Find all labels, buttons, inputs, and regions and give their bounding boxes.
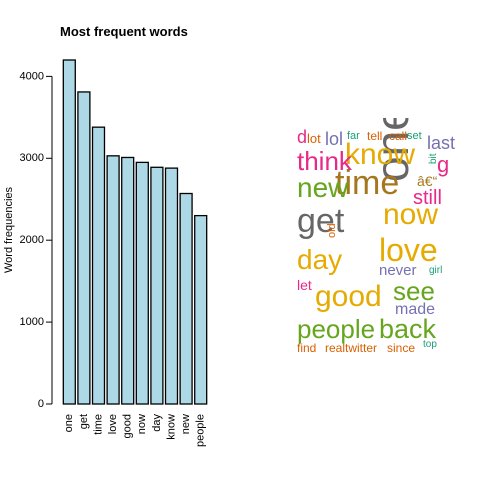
word-cloud-word: new: [297, 174, 348, 202]
word-cloud-word: set: [407, 131, 422, 142]
word-cloud-word: lol: [325, 130, 343, 148]
word-cloud-word: made: [395, 302, 435, 318]
bar-now: [136, 162, 148, 404]
bars: [63, 60, 206, 404]
word-cloud-word: call: [389, 130, 407, 142]
word-cloud-word: d: [297, 128, 307, 146]
bar-know: [166, 168, 178, 404]
bar-love: [107, 156, 119, 404]
x-tick-label-time: time: [92, 414, 104, 435]
word-cloud-word: realtwitter: [325, 342, 377, 354]
bar-people: [195, 216, 207, 404]
bar-day: [151, 167, 163, 404]
y-tick-label: 3000: [20, 152, 44, 164]
x-tick-label-know: know: [165, 414, 177, 440]
word-cloud-word: last: [427, 134, 455, 152]
word-cloud-word: lot: [307, 132, 321, 145]
word-cloud-word: g: [437, 154, 449, 176]
y-tick-label: 0: [38, 398, 44, 410]
word-cloud-word: â€“: [417, 174, 437, 188]
x-tick-label-love: love: [107, 414, 119, 434]
x-tick-label-people: people: [195, 414, 207, 447]
word-cloud-word: tell: [367, 130, 382, 142]
word-cloud-word: people: [297, 316, 375, 342]
y-tick-label: 4000: [20, 70, 44, 82]
word-cloud-word: never: [379, 263, 417, 278]
x-tick-label-new: new: [180, 414, 192, 434]
word-cloud-word: find: [297, 342, 316, 354]
x-tick-label-good: good: [122, 414, 134, 438]
word-cloud-word: day: [297, 246, 342, 274]
bar-one: [63, 60, 75, 404]
word-cloud-word: old: [327, 223, 338, 238]
word-cloud-word: top: [423, 340, 437, 350]
word-cloud: one time know now love get good new people back da…: [297, 118, 461, 360]
word-cloud-word: girl: [429, 266, 442, 276]
word-cloud-word: think: [297, 148, 352, 174]
y-tick-label: 2000: [20, 234, 44, 246]
word-cloud-word: know: [345, 140, 415, 170]
word-cloud-word: far: [347, 131, 360, 142]
x-tick-label-now: now: [136, 414, 148, 434]
bar-new: [180, 194, 192, 404]
bar-good: [122, 157, 134, 404]
chart-title: Most frequent words: [60, 24, 188, 39]
bar-get: [78, 92, 90, 404]
x-tick-label-day: day: [151, 414, 163, 432]
y-axis: 0 1000 2000 3000 4000: [20, 70, 52, 410]
word-cloud-word: still: [413, 188, 442, 208]
y-axis-label: Word frequencies: [3, 187, 15, 274]
y-tick-label: 1000: [20, 316, 44, 328]
word-cloud-word: since: [387, 342, 415, 354]
word-cloud-word: let: [297, 278, 312, 292]
x-tick-labels: one get time love good now day know new people: [63, 414, 206, 448]
x-tick-label-get: get: [78, 414, 90, 429]
word-cloud-word: good: [315, 282, 382, 312]
x-tick-label-one: one: [63, 414, 75, 432]
bar-time: [93, 127, 105, 404]
